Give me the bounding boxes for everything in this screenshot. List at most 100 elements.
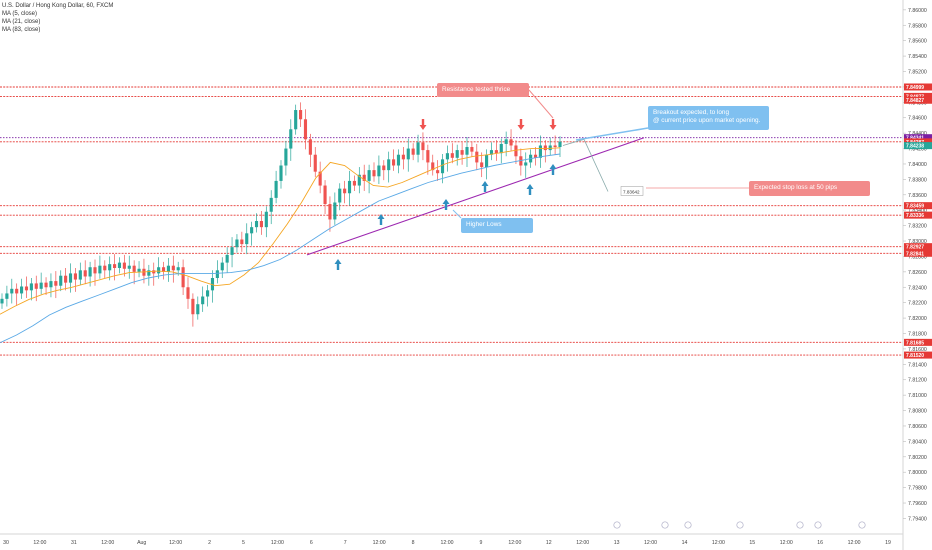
candle-body [176, 267, 180, 271]
candle-body [250, 227, 254, 234]
y-tick-label: 7.85400 [908, 54, 927, 60]
higher-lows-pointer [452, 209, 462, 219]
candle-body [533, 154, 538, 158]
candle-body [406, 148, 410, 160]
y-tick-label: 7.82400 [908, 285, 927, 291]
candle-body [127, 265, 131, 269]
candle-body [426, 150, 430, 163]
economic-event-icon[interactable] [613, 521, 621, 529]
time-axis: 30 12:00 31 12:00 Aug 12:00 2 5 12:00 6 7 12:00 8 12:… [0, 533, 903, 546]
candle-body [191, 298, 195, 315]
stop-loss-callout-text: Expected stop loss at 50 pips [754, 184, 837, 191]
candle-body [24, 286, 29, 291]
candle-body [382, 165, 386, 171]
economic-event-icon[interactable] [684, 521, 692, 529]
candle-body [509, 139, 513, 146]
breakout-callout-text: @ current price upon market opening. [653, 117, 761, 124]
y-tick-label: 7.83400 [908, 208, 927, 214]
candle-body [210, 278, 215, 291]
price-axis: 7.860007.858007.856007.854007.852007.850… [902, 0, 932, 550]
candle-body [59, 275, 63, 286]
ma-83-line [0, 153, 561, 344]
candle-body [137, 268, 141, 272]
y-tick-label: 7.81200 [908, 378, 927, 384]
candle-body [308, 139, 312, 155]
event-markers [613, 521, 866, 529]
price-tag-label: 7.82841 [906, 251, 924, 257]
legend-ma-21: MA (21, close) [2, 19, 41, 25]
x-tick-label: 12:00 [644, 540, 657, 546]
y-tick-label: 7.85800 [908, 23, 927, 29]
x-tick-label: 12:00 [780, 540, 793, 546]
y-tick-label: 7.84600 [908, 116, 927, 122]
higher-low-up-arrow [442, 199, 450, 210]
candle-body [396, 154, 401, 166]
y-tick-label: 7.81800 [908, 332, 927, 338]
candle-body [494, 150, 498, 154]
resistance-callout-text: Resistance tested thrice [442, 86, 511, 93]
economic-event-icon[interactable] [736, 521, 744, 529]
x-tick-label: 31 [71, 540, 77, 546]
candle-body [372, 170, 376, 177]
y-tick-label: 7.85200 [908, 70, 927, 76]
candle-body [235, 239, 239, 248]
breakout-pointer [575, 127, 649, 141]
price-tag-label: 7.84827 [906, 98, 924, 104]
candle-body [347, 180, 352, 194]
candle-body [161, 267, 166, 272]
candle-body [157, 267, 161, 274]
price-tag-label: 7.83336 [906, 213, 924, 219]
candle-body [485, 154, 489, 168]
x-tick-label: 12 [546, 540, 552, 546]
x-tick-label: 12:00 [373, 540, 386, 546]
candle-body [113, 264, 117, 268]
y-tick-label: 7.84000 [908, 162, 927, 168]
candle-body [240, 239, 244, 245]
candle-body [10, 288, 14, 294]
candle-body [279, 165, 283, 181]
candle-body [480, 162, 484, 168]
x-tick-label: 12:00 [169, 540, 182, 546]
candle-body [88, 267, 92, 277]
economic-event-icon[interactable] [796, 521, 804, 529]
price-tag [904, 83, 932, 91]
price-tag [904, 338, 932, 346]
y-tick-label: 7.79600 [908, 501, 927, 507]
candles [0, 102, 562, 327]
candle-body [132, 265, 136, 272]
higher-lows-callout-text: Higher Lows [466, 221, 502, 228]
annotations: 7.83642 Resistance tested thrice Breakout … [334, 83, 870, 270]
resistance-down-arrow [419, 119, 427, 130]
candle-body [313, 154, 317, 172]
candle-body [338, 188, 342, 203]
price-tag [904, 138, 932, 146]
economic-event-icon[interactable] [858, 521, 866, 529]
ma-21-line [0, 147, 561, 315]
candle-body [254, 220, 259, 228]
breakout-callout-box [648, 106, 769, 130]
y-tick-label: 7.84400 [908, 131, 927, 137]
candle-body [318, 171, 322, 186]
candle-body [489, 150, 494, 155]
candle-body [225, 254, 229, 263]
x-tick-label: 12:00 [712, 540, 725, 546]
x-tick-label: 6 [310, 540, 313, 546]
candle-body [186, 287, 190, 299]
projection-up [562, 138, 585, 146]
economic-event-icon[interactable] [661, 521, 669, 529]
price-tag [904, 211, 932, 219]
higher-low-up-arrow [377, 214, 385, 225]
legend-ma-5: MA (5, close) [2, 11, 38, 17]
economic-event-icon[interactable] [814, 521, 822, 529]
candle-body [392, 159, 396, 166]
candle-body [206, 290, 210, 297]
price-tag [904, 92, 932, 100]
x-tick-label: Aug [137, 540, 146, 546]
candle-body [259, 220, 263, 228]
rising-trendline [306, 137, 645, 256]
price-tag [904, 142, 932, 150]
x-tick-label: 12:00 [271, 540, 284, 546]
legend-symbol: U.S. Dollar / Hong Kong Dollar, 60, FXCM [2, 3, 114, 9]
candle-body [147, 270, 151, 276]
